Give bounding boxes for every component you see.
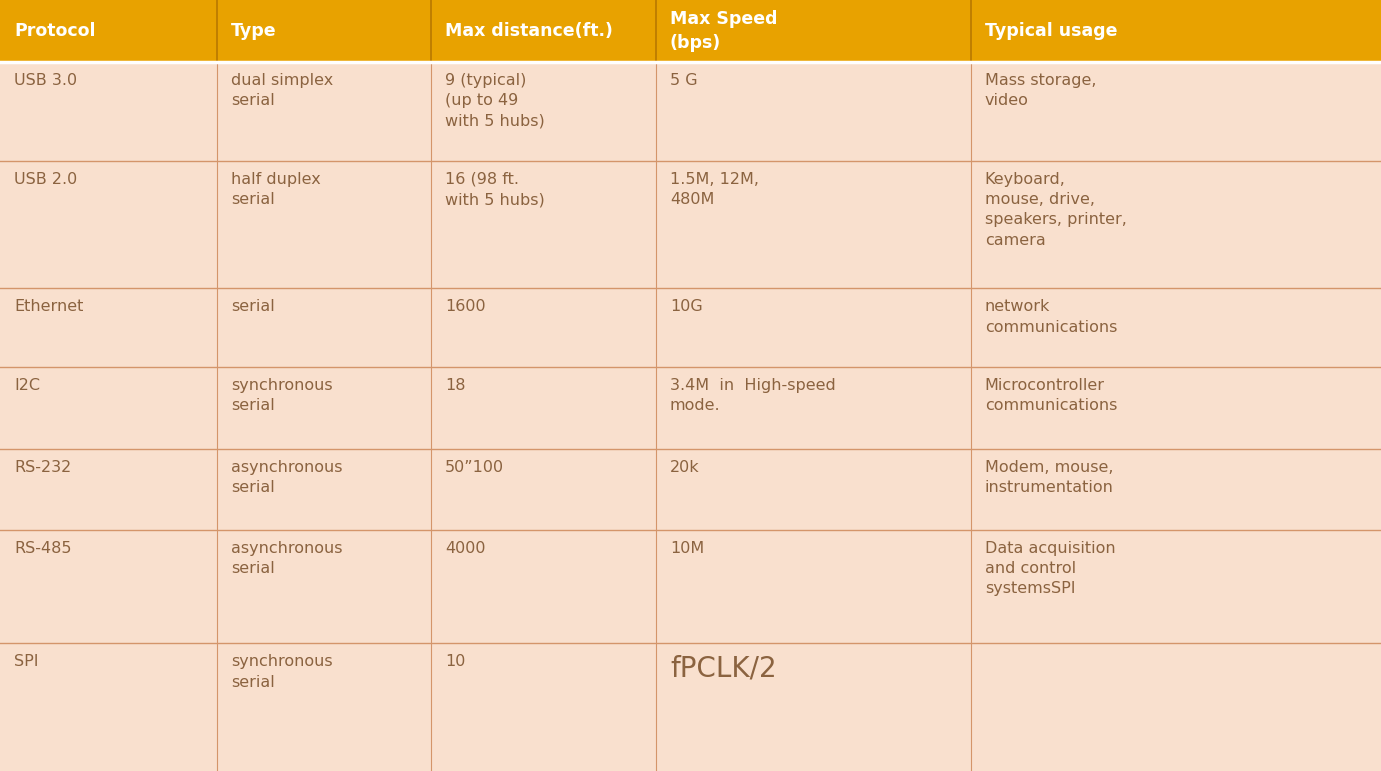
Text: RS-232: RS-232 bbox=[14, 460, 72, 475]
Text: USB 2.0: USB 2.0 bbox=[14, 172, 77, 187]
Bar bbox=[217, 288, 431, 366]
Bar bbox=[656, 449, 971, 530]
Bar bbox=[431, 62, 656, 160]
Bar bbox=[217, 366, 431, 449]
Text: I2C: I2C bbox=[14, 378, 40, 392]
Text: USB 3.0: USB 3.0 bbox=[14, 72, 77, 88]
Text: Keyboard,
mouse, drive,
speakers, printer,
camera: Keyboard, mouse, drive, speakers, printe… bbox=[985, 172, 1127, 247]
Text: Ethernet: Ethernet bbox=[14, 299, 83, 315]
Text: Mass storage,
video: Mass storage, video bbox=[985, 72, 1097, 108]
Text: synchronous
serial: synchronous serial bbox=[231, 655, 333, 690]
Text: Type: Type bbox=[231, 22, 276, 40]
Bar bbox=[217, 643, 431, 771]
Bar bbox=[971, 288, 1381, 366]
Bar bbox=[0, 0, 217, 62]
Text: Microcontroller
communications: Microcontroller communications bbox=[985, 378, 1117, 413]
Bar bbox=[431, 0, 656, 62]
Bar bbox=[971, 643, 1381, 771]
Text: 18: 18 bbox=[445, 378, 465, 392]
Text: 9 (typical)
(up to 49
with 5 hubs): 9 (typical) (up to 49 with 5 hubs) bbox=[445, 72, 544, 129]
Text: RS-485: RS-485 bbox=[14, 540, 72, 556]
Bar bbox=[656, 643, 971, 771]
Bar bbox=[0, 62, 217, 160]
Text: network
communications: network communications bbox=[985, 299, 1117, 335]
Text: fPCLK/2: fPCLK/2 bbox=[670, 655, 776, 682]
Text: Data acquisition
and control
systemsSPI: Data acquisition and control systemsSPI bbox=[985, 540, 1116, 597]
Text: 20k: 20k bbox=[670, 460, 700, 475]
Text: serial: serial bbox=[231, 299, 275, 315]
Text: 10: 10 bbox=[445, 655, 465, 669]
Bar bbox=[0, 643, 217, 771]
Bar bbox=[217, 160, 431, 288]
Bar bbox=[431, 643, 656, 771]
Text: asynchronous
serial: asynchronous serial bbox=[231, 540, 342, 576]
Text: Max distance(ft.): Max distance(ft.) bbox=[445, 22, 613, 40]
Text: 10G: 10G bbox=[670, 299, 703, 315]
Text: 10M: 10M bbox=[670, 540, 704, 556]
Text: Protocol: Protocol bbox=[14, 22, 95, 40]
Bar bbox=[0, 288, 217, 366]
Text: 1.5M, 12M,
480M: 1.5M, 12M, 480M bbox=[670, 172, 760, 207]
Text: half duplex
serial: half duplex serial bbox=[231, 172, 320, 207]
Text: dual simplex
serial: dual simplex serial bbox=[231, 72, 333, 108]
Text: asynchronous
serial: asynchronous serial bbox=[231, 460, 342, 495]
Text: Typical usage: Typical usage bbox=[985, 22, 1117, 40]
Bar bbox=[971, 449, 1381, 530]
Text: 16 (98 ft.
with 5 hubs): 16 (98 ft. with 5 hubs) bbox=[445, 172, 544, 207]
Text: 50”100: 50”100 bbox=[445, 460, 504, 475]
Bar bbox=[431, 366, 656, 449]
Text: Modem, mouse,
instrumentation: Modem, mouse, instrumentation bbox=[985, 460, 1113, 495]
Bar bbox=[971, 530, 1381, 643]
Bar bbox=[431, 449, 656, 530]
Bar bbox=[431, 530, 656, 643]
Bar bbox=[217, 530, 431, 643]
Bar bbox=[971, 366, 1381, 449]
Bar bbox=[656, 160, 971, 288]
Text: 5 G: 5 G bbox=[670, 72, 697, 88]
Bar bbox=[0, 449, 217, 530]
Bar bbox=[0, 366, 217, 449]
Bar bbox=[656, 288, 971, 366]
Bar bbox=[971, 160, 1381, 288]
Bar bbox=[217, 449, 431, 530]
Text: synchronous
serial: synchronous serial bbox=[231, 378, 333, 413]
Text: Max Speed
(bps): Max Speed (bps) bbox=[670, 10, 778, 52]
Bar bbox=[0, 160, 217, 288]
Bar bbox=[971, 62, 1381, 160]
Bar bbox=[656, 366, 971, 449]
Text: SPI: SPI bbox=[14, 655, 39, 669]
Text: 1600: 1600 bbox=[445, 299, 486, 315]
Text: 4000: 4000 bbox=[445, 540, 485, 556]
Bar bbox=[656, 530, 971, 643]
Bar bbox=[971, 0, 1381, 62]
Text: 3.4M  in  High-speed
mode.: 3.4M in High-speed mode. bbox=[670, 378, 836, 413]
Bar bbox=[656, 62, 971, 160]
Bar bbox=[431, 288, 656, 366]
Bar bbox=[0, 530, 217, 643]
Bar bbox=[217, 0, 431, 62]
Bar bbox=[431, 160, 656, 288]
Bar bbox=[217, 62, 431, 160]
Bar bbox=[656, 0, 971, 62]
